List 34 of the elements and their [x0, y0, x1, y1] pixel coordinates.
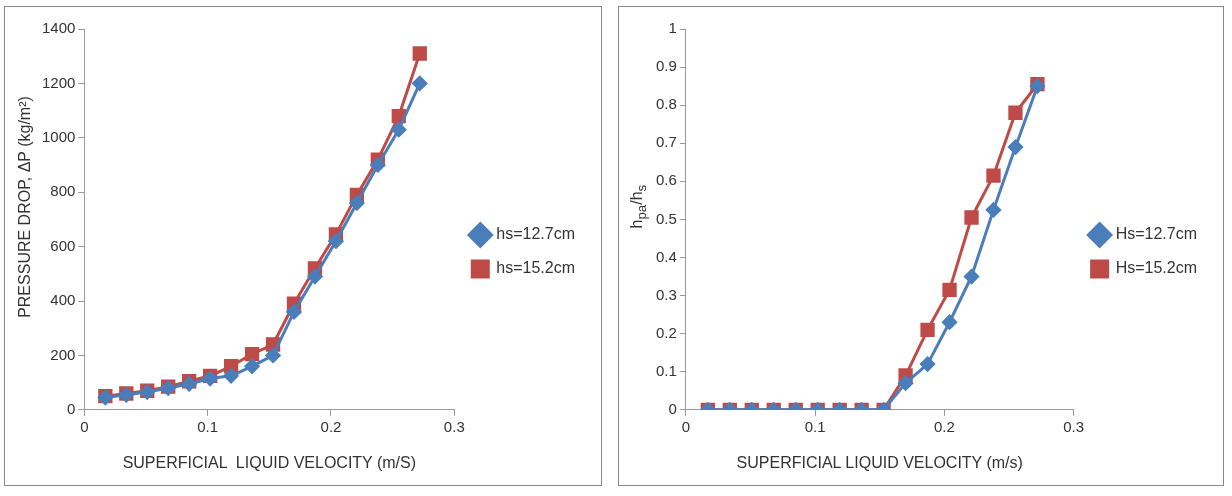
x-axis-title: SUPERFICIAL LIQUID VELOCITY (m/S) [122, 453, 417, 471]
y-tick-label: 1000 [41, 127, 76, 145]
y-tick-label: 0.9 [655, 57, 677, 75]
y-tick-label: 1 [668, 19, 677, 37]
y-tick-label: 0.7 [655, 133, 677, 151]
x-tick-label: 0 [80, 417, 89, 435]
y-tick-label: 0.8 [655, 95, 677, 113]
y-tick-label: 400 [50, 291, 76, 309]
legend-label: Hs=15.2cm [1115, 259, 1198, 277]
x-tick-label: 0 [681, 417, 691, 435]
y-tick-label: 0.1 [655, 361, 677, 379]
legend-label: hs=15.2cm [496, 259, 576, 277]
x-axis-title: SUPERFICIAL LIQUID VELOCITY (m/s) [736, 453, 1023, 471]
y-tick-label: 0.3 [655, 285, 677, 303]
y-tick-label: 600 [50, 236, 76, 254]
legend-label: Hs=12.7cm [1115, 225, 1198, 243]
y-tick-label: 1200 [41, 73, 76, 91]
y-tick-label: 0 [67, 399, 76, 417]
x-tick-label: 0.1 [197, 417, 219, 435]
y-tick-label: 200 [50, 345, 76, 363]
y-tick-label: 800 [50, 182, 76, 200]
legend-label: hs=12.7cm [496, 225, 576, 243]
y-axis-title: PRESSURE DROP, ΔP (kg/m²) [16, 96, 34, 318]
y-tick-label: 1400 [41, 19, 76, 37]
x-tick-label: 0.3 [1063, 417, 1085, 435]
x-tick-label: 0.2 [320, 417, 342, 435]
x-tick-label: 0.2 [933, 417, 955, 435]
x-tick-label: 0.1 [804, 417, 826, 435]
y-tick-label: 0 [668, 399, 677, 417]
y-tick-label: 0.4 [655, 247, 677, 265]
x-tick-label: 0.3 [443, 417, 465, 435]
y-tick-label: 0.6 [655, 171, 677, 189]
y-tick-label: 0.2 [655, 323, 677, 341]
y-tick-label: 0.5 [655, 209, 677, 227]
